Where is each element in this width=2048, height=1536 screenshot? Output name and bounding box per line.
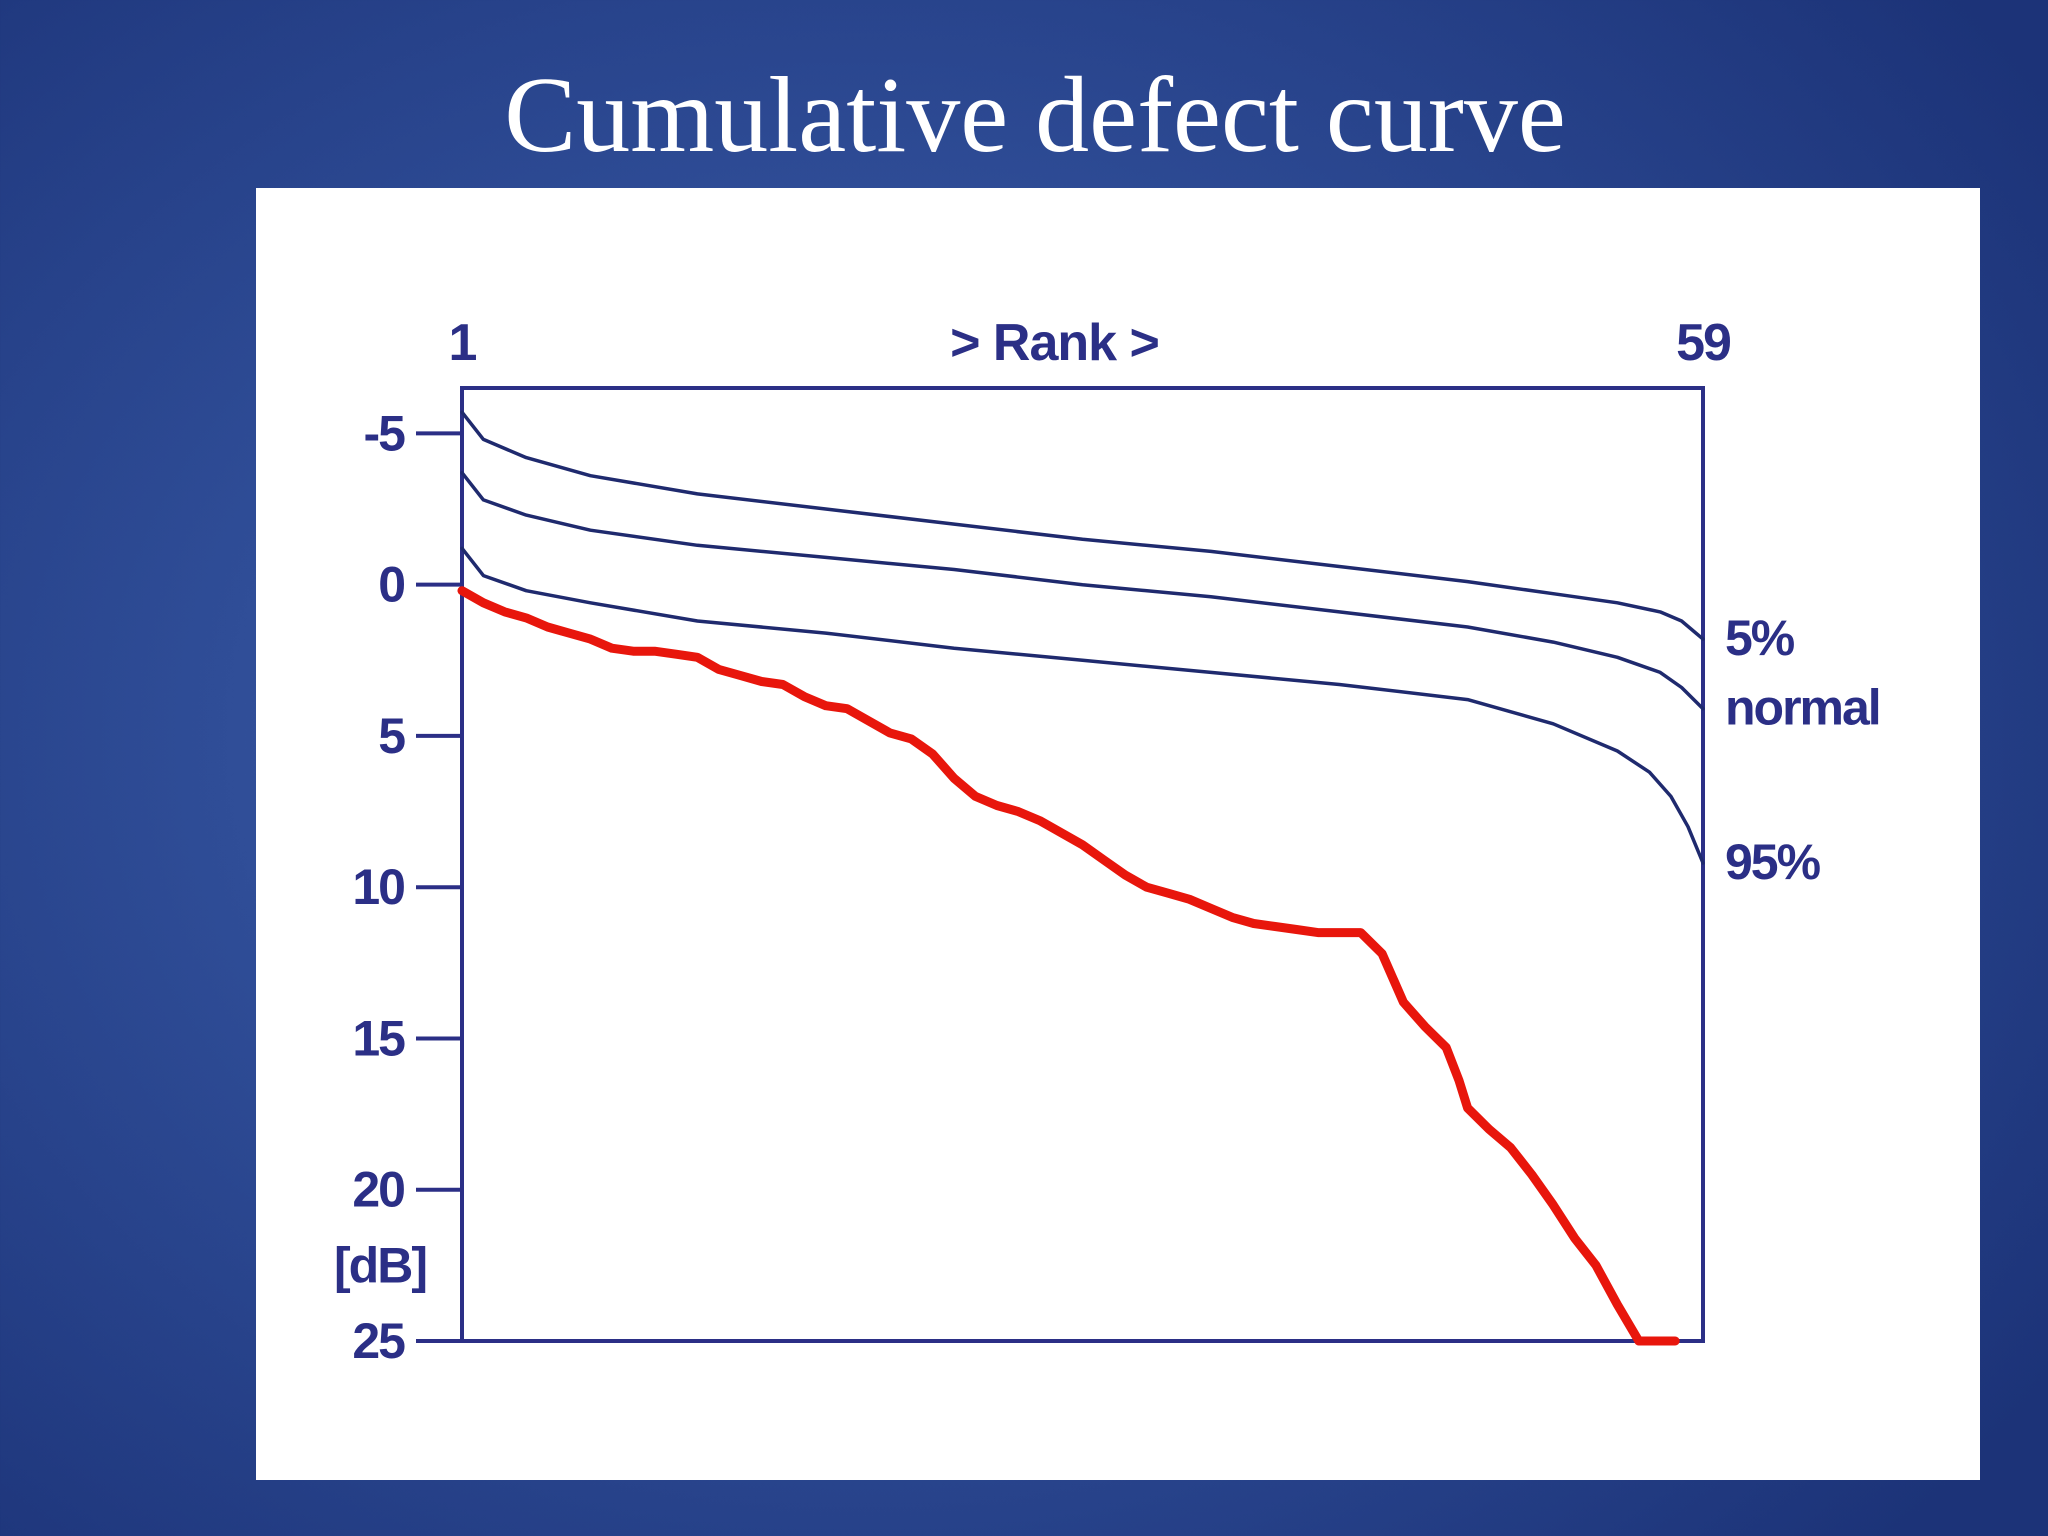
series-label-5pct: 5%: [1725, 610, 1795, 666]
y-tick-label: -5: [364, 405, 406, 461]
y-tick-label: 20: [352, 1162, 404, 1218]
y-tick-label: 15: [352, 1010, 405, 1066]
x-tick-label: 1: [449, 314, 477, 372]
x-axis-label: > Rank >: [950, 314, 1159, 372]
y-tick-label: 5: [378, 708, 405, 764]
plot-frame: [460, 386, 1705, 1343]
series-label-95pct: 95%: [1725, 834, 1821, 890]
y-tick-label: 0: [378, 557, 404, 613]
y-tick-label: 25: [352, 1313, 405, 1369]
reference-line-5pct: [460, 410, 1705, 641]
y-tick-label: 10: [352, 859, 404, 915]
x-tick-label: 59: [1676, 314, 1730, 372]
y-axis-label: [dB]: [334, 1237, 426, 1293]
slide-title: Cumulative defect curve: [504, 56, 1566, 175]
chart-panel: -5 0 5 10 15 20 25 [dB] 1 59 > Rank > 5% normal 95%: [256, 188, 1980, 1480]
reference-line-95pct: [460, 546, 1705, 865]
reference-line-normal: [460, 470, 1705, 711]
patient-defect-curve: [457, 586, 1680, 1346]
series-label-normal: normal: [1725, 680, 1880, 736]
cumulative-defect-chart: -5 0 5 10 15 20 25 [dB] 1 59 > Rank > 5% normal 95%: [334, 314, 1882, 1369]
